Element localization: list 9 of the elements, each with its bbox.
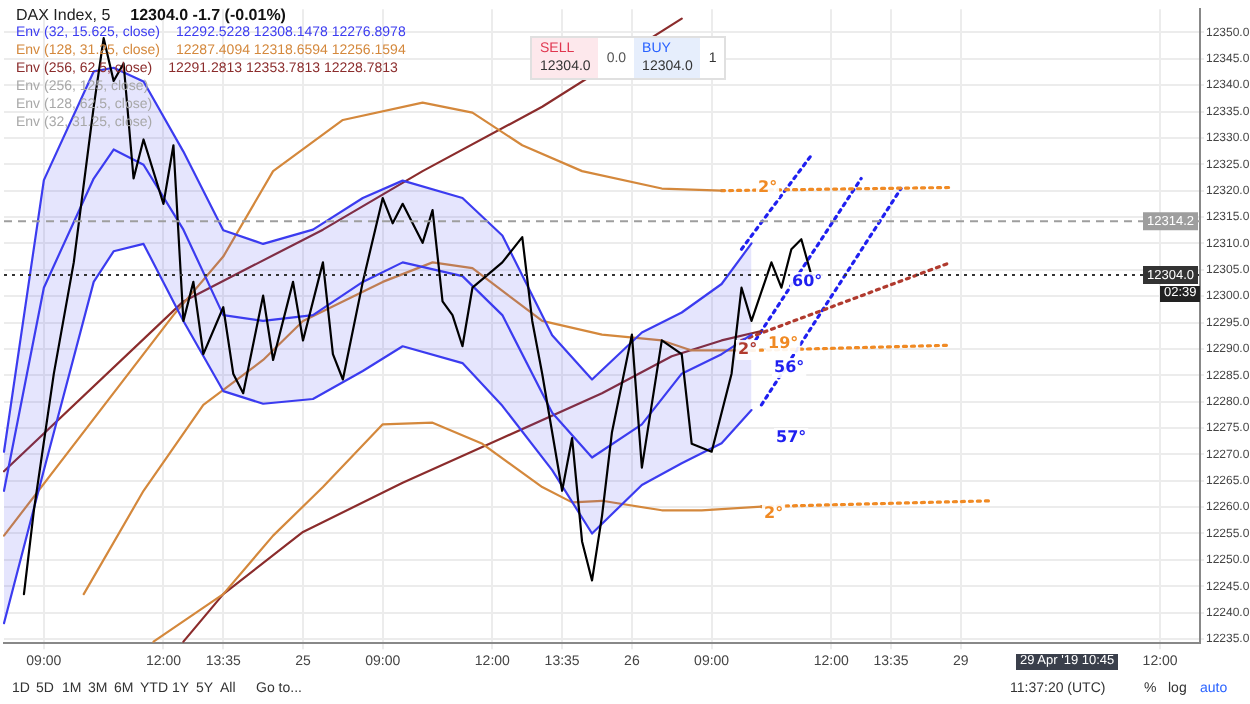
- annotation: 57°: [776, 428, 807, 447]
- annotation: 2°: [758, 178, 778, 197]
- annotation: 12304.0 -1.7 (-0.01%): [130, 6, 286, 24]
- annotation: 2°: [738, 340, 758, 359]
- annotation: 56°: [774, 358, 805, 377]
- chart-title: DAX Index, 5: [16, 6, 111, 24]
- annotation: 60°: [792, 272, 823, 291]
- annotation: 2°: [764, 504, 784, 523]
- annotation: 19°: [768, 334, 799, 353]
